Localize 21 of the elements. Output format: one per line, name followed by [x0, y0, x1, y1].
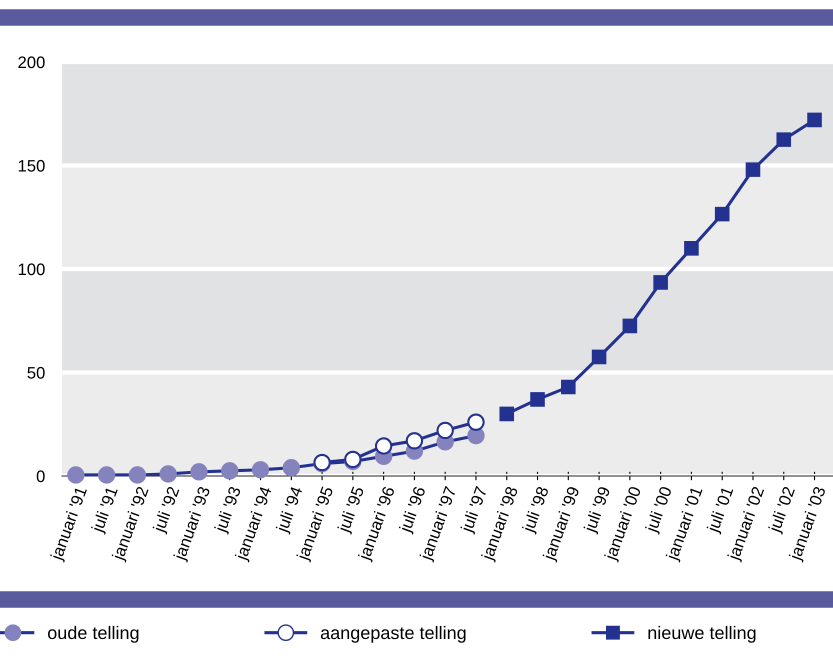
y-tick-label: 50 — [27, 366, 45, 379]
x-tick-label: juli '01 — [706, 486, 737, 535]
x-tick-label: juli '98 — [521, 486, 552, 535]
x-tick-label: juli '99 — [582, 486, 614, 535]
legend-label: oude telling — [48, 626, 138, 643]
y-tick-label: 200 — [18, 56, 45, 68]
x-tick-label: juli '96 — [398, 486, 429, 535]
x-tick-label: januari '91 — [50, 486, 90, 562]
x-tick-label: juli '97 — [460, 486, 490, 535]
x-tick-label: juli '02 — [768, 486, 798, 535]
y-tick-label: 150 — [18, 160, 45, 172]
y-tick-label: 100 — [18, 263, 45, 276]
x-tick-label: juli '95 — [336, 486, 368, 535]
y-tick-label: 0 — [36, 470, 45, 482]
x-tick-label: juli '92 — [152, 486, 182, 535]
legend-label: aangepaste telling — [320, 626, 466, 643]
x-tick-label: juli '93 — [214, 486, 244, 535]
legend-label: nieuwe telling — [648, 626, 756, 643]
x-tick-label: juli '94 — [275, 485, 306, 535]
x-tick-label: juli '91 — [90, 486, 121, 535]
x-tick-label: juli '00 — [644, 486, 676, 535]
